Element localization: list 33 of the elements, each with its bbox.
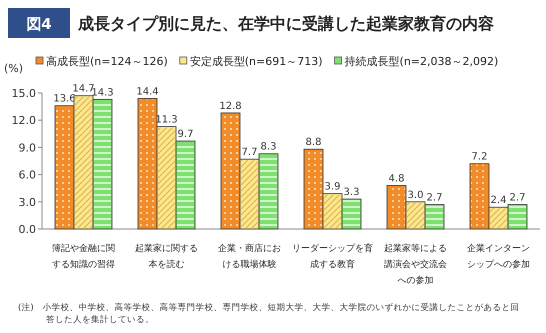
data-label: 7.2 <box>472 152 488 163</box>
text: (注) 小学校、中学校、高等学校、高等専門学校、専門学校、短期大学、大学、大学院のいずれかに受講したことがあると回答した人を集計している。 <box>18 302 520 325</box>
y-tick-label: 3.0 <box>18 196 36 209</box>
data-label: 8.8 <box>306 137 322 148</box>
y-tick-label: 6.0 <box>18 168 36 182</box>
data-label: 3.3 <box>344 187 360 198</box>
data-label: 2.7 <box>426 192 442 204</box>
chart-title: 成長タイプ別に見た、在学中に受講した起業家教育の内容 <box>77 14 494 33</box>
y-axis-title: (%) <box>4 62 24 75</box>
caption: 図4 <box>26 15 52 33</box>
data-label: 2.4 <box>490 195 506 206</box>
data-label: 12.8 <box>219 100 242 112</box>
x-tick-label: リーダーシップを育成する教育 <box>292 243 373 270</box>
x-tick-label: 簿記や金融に関する知識の習得 <box>52 243 115 270</box>
data-label: 3.9 <box>324 182 340 193</box>
data-label: 4.8 <box>388 173 404 184</box>
y-tick-label: 15.0 <box>12 87 36 100</box>
x-tick-label: 起業家等による講演会や交流会への参加 <box>384 243 447 286</box>
y-tick-label: 0.0 <box>18 223 36 236</box>
x-tick-label: 企業インターンシップへの参加 <box>467 243 530 270</box>
x-tick-label: 起業家に関する本を読む <box>135 243 198 270</box>
data-label: 7.7 <box>242 147 258 158</box>
legend-label: 安定成長型(n=691～713) <box>190 55 323 68</box>
data-label: 9.7 <box>178 129 194 140</box>
data-label: 2.7 <box>510 192 526 204</box>
x-tick-label: 企業・商店における職場体験 <box>218 243 281 270</box>
legend-label: 持続成長型(n=2,038～2,092) <box>344 55 498 68</box>
y-tick-label: 9.0 <box>18 141 36 154</box>
y-tick-label: 12.0 <box>12 114 36 128</box>
legend-label: 高成長型(n=124～126) <box>46 55 168 68</box>
data-label: 3.0 <box>408 190 424 201</box>
data-label: 14.4 <box>136 86 159 98</box>
data-label: 8.3 <box>260 142 276 153</box>
